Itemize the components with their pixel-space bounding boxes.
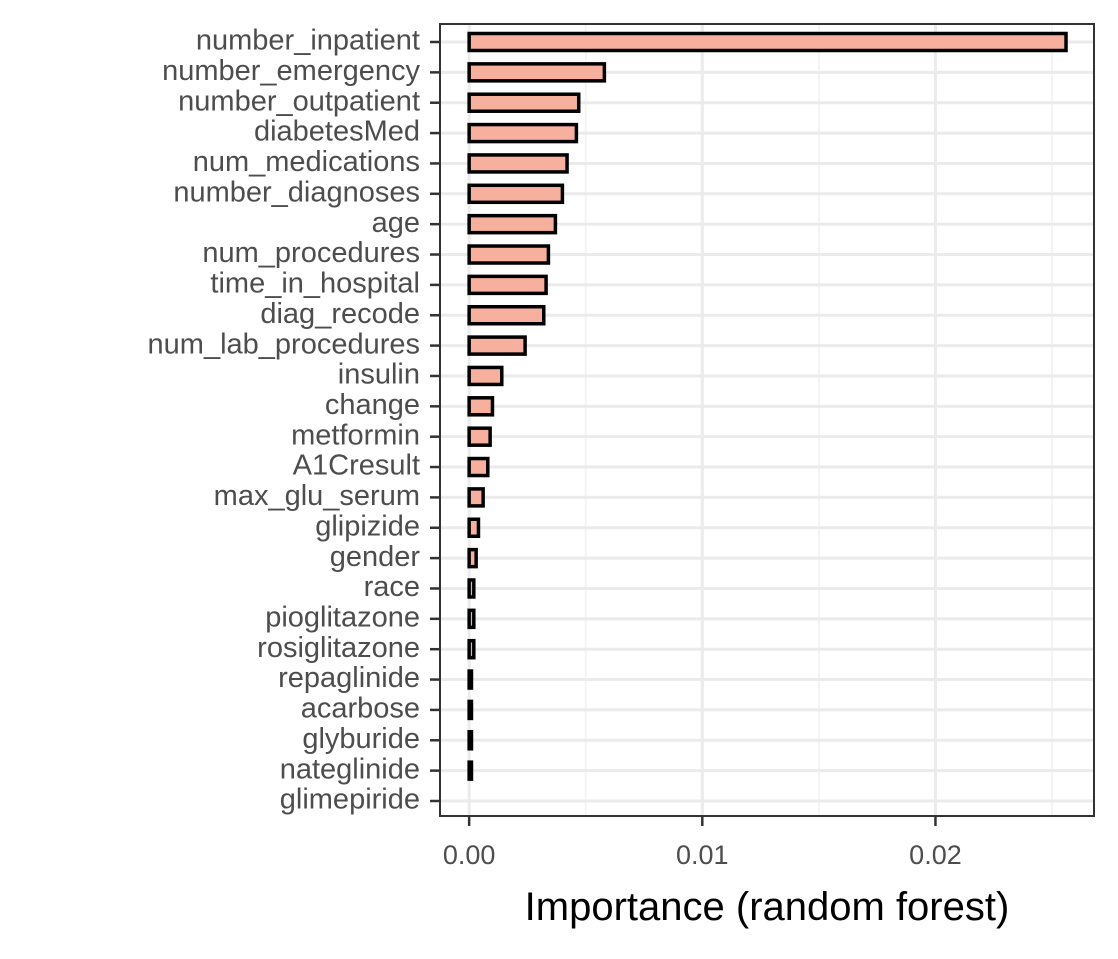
bar-metformin bbox=[467, 426, 492, 447]
y-tick-label: num_lab_procedures bbox=[148, 328, 420, 360]
bar-insulin bbox=[467, 365, 504, 387]
y-tick-label: nateglinide bbox=[280, 753, 420, 785]
bar-pioglitazone bbox=[467, 608, 476, 630]
y-tick-label: race bbox=[364, 571, 420, 603]
y-tick-label: glyburide bbox=[302, 723, 420, 755]
y-tick-label: diabetesMed bbox=[254, 116, 420, 148]
y-tick-label: metformin bbox=[291, 419, 420, 451]
bar-acarbose bbox=[467, 699, 474, 721]
bar-time-in-hospital bbox=[467, 274, 548, 296]
y-tick-label: num_procedures bbox=[202, 237, 420, 269]
y-tick-label: pioglitazone bbox=[265, 601, 420, 633]
y-tick-label: A1Cresult bbox=[293, 450, 420, 482]
y-tick-label: number_diagnoses bbox=[173, 176, 420, 208]
x-tick-label: 0.01 bbox=[676, 840, 729, 870]
y-tick-label: change bbox=[325, 389, 420, 421]
panel-border bbox=[439, 23, 1095, 817]
bar-diag-recode bbox=[467, 304, 546, 326]
y-tick-label: rosiglitazone bbox=[257, 632, 420, 664]
y-tick-label: repaglinide bbox=[278, 662, 420, 694]
bar-num-medications bbox=[467, 153, 569, 174]
bar-number-outpatient bbox=[467, 92, 581, 113]
y-tick-label: number_inpatient bbox=[196, 25, 420, 57]
y-tick-label: number_outpatient bbox=[178, 85, 420, 117]
bar-gender bbox=[467, 547, 478, 569]
bar-number-emergency bbox=[467, 62, 607, 83]
y-tick-label: num_medications bbox=[193, 146, 420, 178]
bar-number-inpatient bbox=[467, 31, 1068, 53]
bar-num-procedures bbox=[467, 244, 551, 265]
bar-max-glu-serum bbox=[467, 487, 485, 508]
y-tick-label: time_in_hospital bbox=[210, 268, 420, 300]
y-tick-label: diag_recode bbox=[260, 298, 420, 330]
bar-age bbox=[467, 213, 558, 235]
y-axis: number_inpatientnumber_emergencynumber_o… bbox=[148, 25, 440, 816]
y-tick-label: max_glu_serum bbox=[214, 480, 420, 512]
x-tick-label: 0.00 bbox=[443, 840, 496, 870]
y-tick-label: insulin bbox=[338, 359, 420, 391]
bar-number-diagnoses bbox=[467, 183, 565, 205]
y-tick-label: glipizide bbox=[315, 510, 420, 542]
y-tick-label: number_emergency bbox=[162, 55, 420, 87]
bar-glipizide bbox=[467, 517, 481, 539]
x-axis: 0.00 0.01 0.02 bbox=[443, 816, 962, 870]
y-tick-label: acarbose bbox=[301, 693, 420, 725]
y-tick-label: age bbox=[372, 207, 420, 239]
bar-repaglinide bbox=[467, 669, 474, 690]
bar-change bbox=[467, 396, 495, 417]
bar-diabetesMed bbox=[467, 122, 579, 144]
bar-race bbox=[467, 578, 476, 599]
bar-layer bbox=[467, 31, 1068, 781]
bar-A1Cresult bbox=[467, 456, 490, 478]
bar-num-lab-procedures bbox=[467, 335, 527, 356]
bar-nateglinide bbox=[467, 760, 474, 781]
x-tick-label: 0.02 bbox=[909, 840, 962, 870]
bar-glyburide bbox=[467, 730, 474, 751]
x-axis-title: Importance (random forest) bbox=[525, 885, 1010, 929]
bar-rosiglitazone bbox=[467, 638, 476, 660]
y-tick-label: glimepiride bbox=[280, 784, 420, 816]
y-tick-label: gender bbox=[330, 541, 421, 573]
